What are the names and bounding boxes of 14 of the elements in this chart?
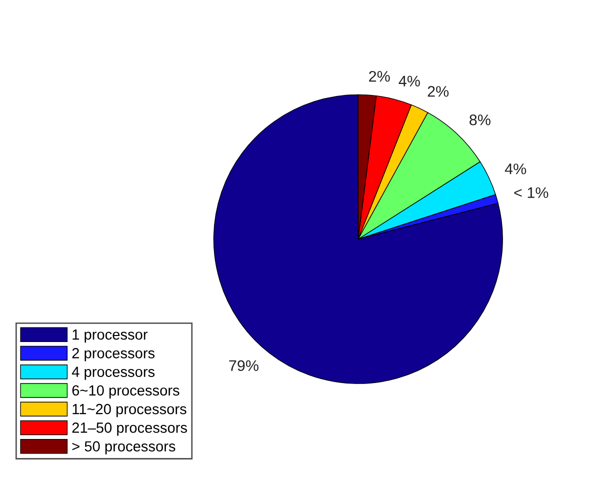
legend-label: 4 processors [72, 366, 155, 380]
data-label: 4% [398, 76, 420, 86]
data-label: 79% [229, 360, 258, 372]
data-label: 2% [369, 70, 390, 82]
legend-label: 1 processor [72, 330, 148, 343]
data-label: 4% [504, 164, 526, 174]
legend-label: 6~10 processors [72, 385, 180, 398]
legend-label: 2 processors [72, 348, 155, 362]
data-label: < 1% [514, 187, 548, 198]
legend-label: > 50 processors [72, 441, 176, 454]
legend-label: 11~20 processors [72, 404, 186, 418]
data-label: 8% [470, 114, 490, 126]
data-label: 2% [428, 86, 449, 97]
legend-label: 21–50 processors [72, 422, 187, 436]
